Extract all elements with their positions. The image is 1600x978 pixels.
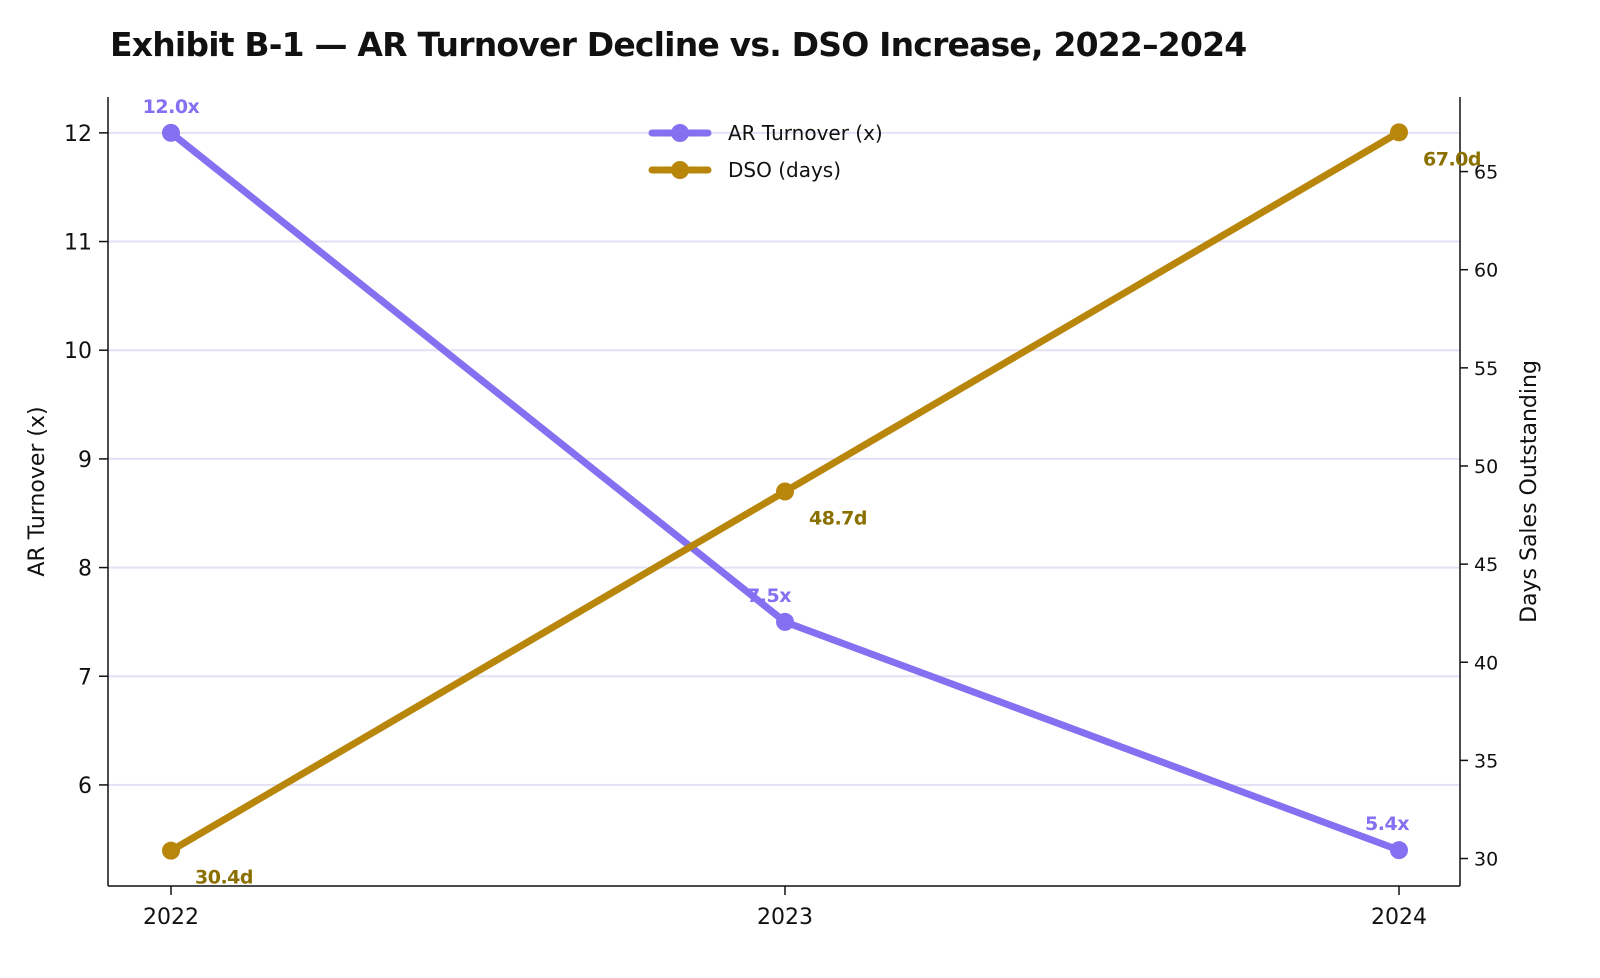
left-tick-label-6: 12: [64, 122, 92, 147]
right-tick-label-4: 50: [1474, 456, 1498, 478]
right-tick-label-0: 30: [1474, 849, 1498, 871]
legend-item-1: DSO (days): [648, 158, 841, 182]
data-label-0-0: 12.0x: [143, 96, 200, 118]
data-point-0-2: [1390, 841, 1408, 860]
right-tick-label-7: 65: [1474, 162, 1498, 184]
data-point-1-0: [162, 841, 180, 860]
series-layer: 12.0x 7.5x 5.4x 30.4d 48.7d 67.0d: [143, 96, 1482, 889]
right-tick-label-3: 45: [1474, 554, 1498, 576]
legend-label-1: DSO (days): [728, 158, 841, 182]
right-tick-label-2: 40: [1474, 652, 1498, 674]
right-tick-label-5: 55: [1474, 358, 1498, 380]
data-point-1-1: [776, 482, 794, 501]
left-tick-label-1: 7: [78, 665, 92, 690]
data-point-0-1: [776, 612, 794, 631]
data-label-0-2: 5.4x: [1365, 813, 1409, 835]
legend-item-0: AR Turnover (x): [648, 121, 883, 145]
left-axis-label: AR Turnover (x): [25, 406, 50, 576]
data-label-1-0: 30.4d: [195, 867, 253, 889]
right-axis-label: Days Sales Outstanding: [1517, 360, 1542, 623]
x-tick-label-1: 2023: [757, 905, 813, 930]
data-point-1-2: [1390, 123, 1408, 142]
legend-label-0: AR Turnover (x): [728, 121, 883, 145]
data-label-1-1: 48.7d: [809, 508, 867, 530]
data-label-0-1: 7.5x: [747, 585, 791, 607]
axes: [107, 97, 1461, 887]
series-dso: 30.4d 48.7d 67.0d: [162, 123, 1481, 889]
x-axis-ticks: 2022 2023 2024: [143, 886, 1427, 930]
data-point-0-0: [162, 123, 180, 142]
left-tick-label-4: 10: [64, 339, 92, 364]
chart-title: Exhibit B-1 — AR Turnover Decline vs. DS…: [110, 25, 1246, 64]
grid-lines: [108, 131, 1460, 786]
series-ar-turnover: 12.0x 7.5x 5.4x: [143, 96, 1410, 860]
legend-swatch-marker-0: [671, 124, 689, 142]
left-axis-ticks: 6 7 8 9 10 11 12: [64, 122, 108, 799]
left-tick-label-0: 6: [78, 774, 92, 799]
left-tick-label-2: 8: [78, 557, 92, 582]
left-tick-label-5: 11: [64, 231, 92, 256]
right-tick-label-6: 60: [1474, 260, 1498, 282]
right-axis-ticks: 30 35 40 45 50 55 60 65: [1460, 162, 1498, 871]
data-label-1-2: 67.0d: [1423, 148, 1481, 170]
right-tick-label-1: 35: [1474, 750, 1498, 772]
legend: AR Turnover (x) DSO (days): [648, 121, 883, 182]
left-tick-label-3: 9: [78, 448, 92, 473]
x-tick-label-0: 2022: [143, 905, 199, 930]
x-tick-label-2: 2024: [1371, 905, 1427, 930]
legend-swatch-marker-1: [671, 161, 689, 179]
